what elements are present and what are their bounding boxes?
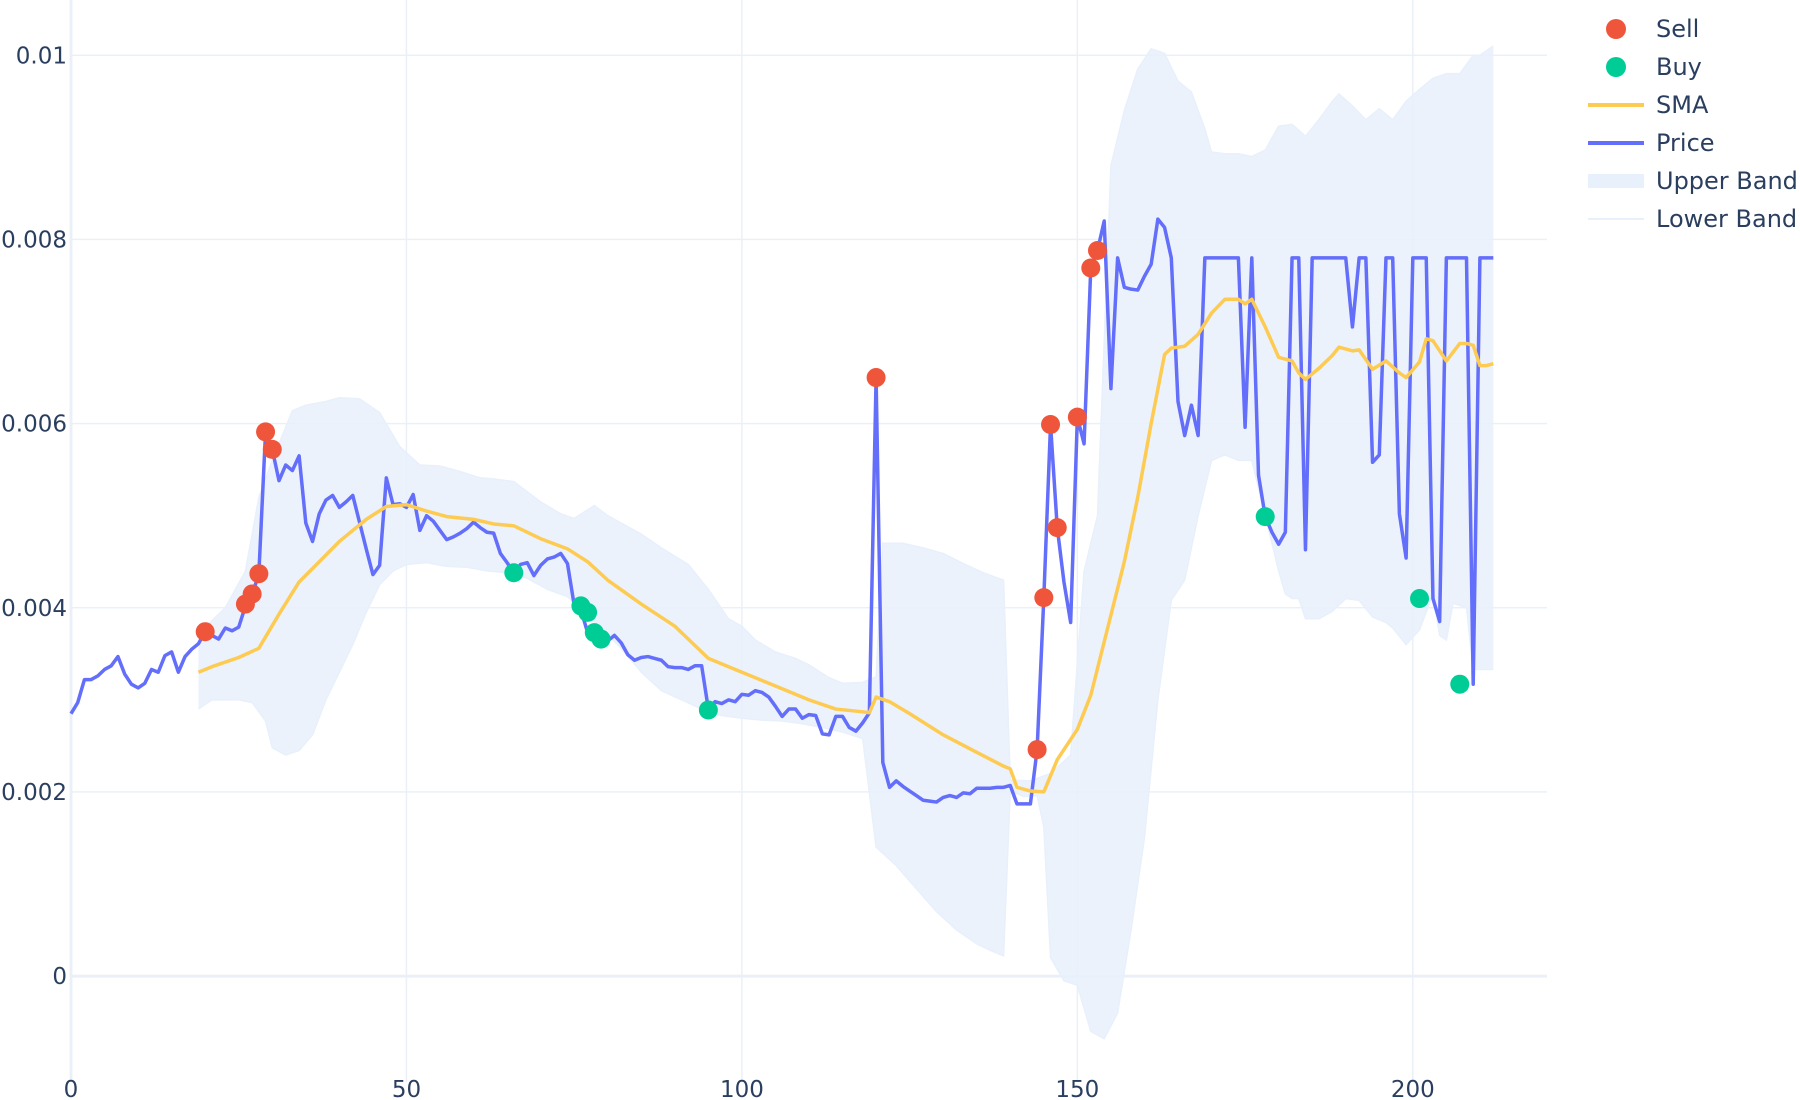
- buy-marker-2[interactable]: [578, 602, 598, 622]
- legend-item-sell[interactable]: Sell: [1606, 15, 1699, 43]
- sell-marker-12[interactable]: [1081, 258, 1101, 278]
- x-tick-label: 200: [1391, 1077, 1435, 1100]
- legend-item-buy[interactable]: Buy: [1606, 53, 1702, 81]
- sell-marker-3[interactable]: [249, 564, 269, 584]
- buy-marker-8[interactable]: [1450, 674, 1470, 694]
- sell-marker-4[interactable]: [256, 422, 276, 442]
- legend-label: Price: [1656, 129, 1715, 157]
- x-tick-label: 150: [1055, 1077, 1099, 1100]
- x-tick-label: 100: [720, 1077, 764, 1100]
- legend-item-upper-band[interactable]: Upper Band: [1588, 167, 1798, 195]
- legend-item-sma[interactable]: SMA: [1588, 91, 1709, 119]
- x-tick-label: 0: [64, 1077, 79, 1100]
- legend-label: Sell: [1656, 15, 1699, 43]
- legend-swatch: [1606, 19, 1626, 39]
- band-fill-area: [198, 46, 1494, 1039]
- legend[interactable]: Sell Buy SMA Price Upper Band Lower Band: [1588, 15, 1798, 233]
- series-lines: [69, 217, 1494, 806]
- legend-label: Buy: [1656, 53, 1702, 81]
- trade-markers: [195, 240, 1470, 760]
- buy-marker-5[interactable]: [698, 700, 718, 720]
- sell-marker-10[interactable]: [1047, 518, 1067, 538]
- bollinger-band: [197, 45, 1494, 1040]
- legend-item-price[interactable]: Price: [1588, 129, 1715, 157]
- sell-marker-0[interactable]: [195, 622, 215, 642]
- legend-label: Upper Band: [1656, 167, 1798, 195]
- lower-band-line: [198, 454, 1494, 1040]
- y-tick-label: 0.004: [1, 596, 67, 622]
- sell-marker-6[interactable]: [866, 368, 886, 388]
- buy-marker-6[interactable]: [1255, 507, 1275, 527]
- legend-swatch: [1606, 57, 1626, 77]
- sma-line: [197, 297, 1494, 794]
- x-tick-label: 50: [392, 1077, 421, 1100]
- sell-marker-13[interactable]: [1087, 240, 1107, 260]
- sell-marker-8[interactable]: [1034, 588, 1054, 608]
- sell-marker-9[interactable]: [1041, 415, 1061, 435]
- y-tick-label: 0.002: [1, 780, 67, 806]
- upper-band-line: [197, 45, 1494, 782]
- sell-marker-11[interactable]: [1067, 407, 1087, 427]
- buy-marker-4[interactable]: [591, 629, 611, 649]
- legend-item-lower-band[interactable]: Lower Band: [1588, 205, 1797, 233]
- y-tick-label: 0.01: [16, 43, 67, 69]
- legend-label: Lower Band: [1656, 205, 1797, 233]
- legend-label: SMA: [1656, 91, 1709, 119]
- y-tick-label: 0.008: [1, 227, 67, 253]
- axis-tick-labels: 0 50 100 150 200 0 0.002 0.004 0.006 0.008 0.01: [1, 43, 1435, 1100]
- legend-swatch: [1588, 174, 1644, 188]
- sell-marker-5[interactable]: [262, 439, 282, 459]
- y-tick-label: 0: [52, 964, 67, 990]
- sell-marker-7[interactable]: [1027, 740, 1047, 760]
- price-line: [69, 217, 1494, 806]
- buy-marker-0[interactable]: [504, 563, 524, 583]
- y-tick-label: 0.006: [1, 412, 67, 438]
- buy-marker-7[interactable]: [1410, 589, 1430, 609]
- sell-marker-2[interactable]: [242, 584, 262, 604]
